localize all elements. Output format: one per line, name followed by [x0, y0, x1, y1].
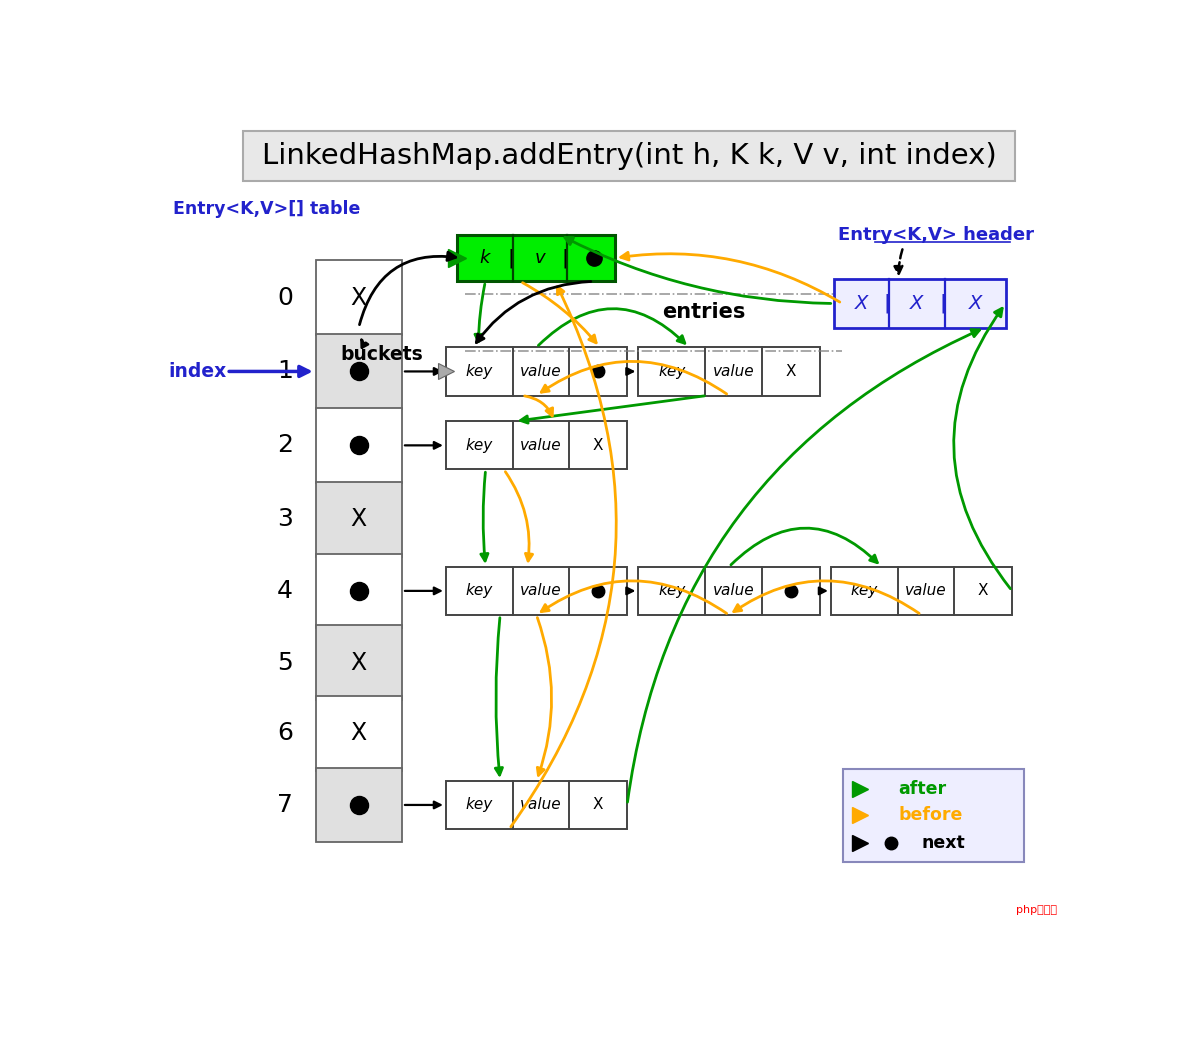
Bar [316, 482, 402, 556]
Bar [842, 769, 1025, 862]
Text: |: | [883, 294, 890, 314]
Bar [834, 279, 1006, 327]
Text: next: next [922, 835, 966, 852]
Text: key: key [851, 584, 878, 598]
Text: X: X [854, 294, 868, 313]
Text: X: X [978, 584, 989, 598]
Text: LinkedHashMap.addEntry(int h, K k, V v, int index): LinkedHashMap.addEntry(int h, K k, V v, … [262, 143, 996, 170]
Text: X: X [593, 438, 604, 453]
Text: key: key [466, 438, 493, 453]
Text: X: X [350, 507, 367, 531]
Text: key: key [466, 584, 493, 598]
Text: v: v [534, 249, 545, 267]
Bar [316, 408, 402, 482]
Text: 4: 4 [277, 579, 293, 603]
Text: key: key [658, 584, 685, 598]
Text: 2: 2 [277, 433, 293, 457]
Text: key: key [466, 797, 493, 813]
Text: entries: entries [661, 302, 745, 322]
Bar [830, 567, 1012, 615]
Text: key: key [658, 364, 685, 379]
Text: 6: 6 [277, 721, 293, 745]
Text: 7: 7 [277, 793, 293, 817]
Text: Entry<K,V>[] table: Entry<K,V>[] table [173, 200, 361, 218]
Text: value: value [713, 584, 755, 598]
Text: buckets: buckets [341, 345, 424, 365]
Text: X: X [593, 797, 604, 813]
Bar [316, 334, 402, 408]
Bar [445, 347, 628, 396]
Bar [445, 567, 628, 615]
Text: 5: 5 [277, 650, 293, 674]
Bar [316, 625, 402, 700]
Bar [445, 421, 628, 470]
Bar [316, 696, 402, 771]
Text: 1: 1 [277, 359, 293, 383]
Text: |: | [508, 248, 515, 268]
Text: key: key [466, 364, 493, 379]
Text: Entry<K,V> header: Entry<K,V> header [838, 226, 1034, 244]
Text: 3: 3 [277, 507, 293, 531]
Text: X: X [968, 294, 982, 313]
Text: |: | [562, 248, 569, 268]
Text: index: index [168, 362, 227, 381]
Bar [242, 131, 1015, 181]
Bar [316, 553, 402, 628]
Text: value: value [713, 364, 755, 379]
Text: X: X [350, 286, 367, 309]
Bar [316, 768, 402, 842]
Bar [638, 567, 820, 615]
Text: X: X [350, 721, 367, 745]
Text: X: X [785, 364, 796, 379]
Text: k: k [479, 249, 490, 267]
Bar [457, 234, 616, 281]
Text: after: after [899, 779, 947, 798]
Text: |: | [940, 294, 946, 314]
Bar [316, 260, 402, 334]
Text: X: X [350, 650, 367, 674]
Text: value: value [520, 364, 562, 379]
Bar [638, 347, 820, 396]
Text: php中文网: php中文网 [1015, 904, 1057, 915]
Text: X: X [911, 294, 924, 313]
Text: before: before [899, 807, 964, 824]
Text: 0: 0 [277, 286, 293, 309]
Text: value: value [520, 584, 562, 598]
Text: value: value [520, 438, 562, 453]
Text: value: value [905, 584, 947, 598]
Bar [445, 780, 628, 829]
Text: value: value [520, 797, 562, 813]
